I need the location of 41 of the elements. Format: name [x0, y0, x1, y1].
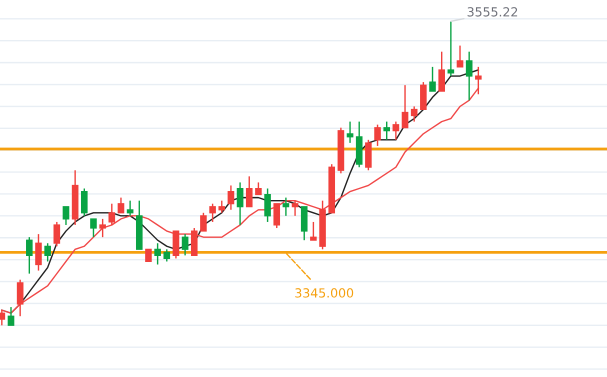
candlestick — [145, 248, 152, 262]
candlestick — [466, 50, 472, 102]
candlestick — [54, 221, 60, 247]
candlestick — [218, 200, 226, 214]
candlestick — [273, 203, 280, 229]
candlestick — [246, 176, 253, 208]
candlestick — [292, 200, 298, 217]
candlestick — [402, 84, 408, 128]
candlestick — [410, 106, 418, 122]
candlestick — [35, 233, 42, 272]
candlestick — [44, 242, 51, 262]
candlestick — [456, 44, 464, 68]
candlestick — [163, 248, 170, 262]
candlestick — [255, 182, 262, 196]
candlestick — [228, 184, 234, 210]
candlestick — [26, 236, 33, 274]
candlestick — [438, 50, 445, 92]
candlestick — [429, 66, 436, 92]
candlestick — [374, 124, 381, 147]
candlestick — [209, 203, 216, 223]
candlestick — [200, 212, 207, 232]
candlestick — [310, 221, 317, 241]
candlestick — [448, 20, 454, 77]
candlestick — [154, 242, 161, 266]
candlestick — [236, 182, 244, 226]
candlestick — [81, 188, 88, 217]
candlestick — [282, 196, 290, 217]
candlestick — [108, 203, 116, 226]
candlestick — [99, 218, 106, 238]
candlestick — [8, 306, 14, 326]
candlestick — [383, 120, 390, 141]
candlestick — [182, 233, 188, 256]
annotation: 3345.000 — [295, 288, 354, 298]
candlestick — [62, 206, 70, 226]
candlestick — [118, 196, 124, 214]
candlestick — [264, 188, 271, 223]
candlestick — [90, 218, 97, 238]
text: 3555.22 — [468, 7, 518, 17]
candlestick — [126, 200, 134, 217]
candlestick — [392, 120, 400, 141]
candlestick — [346, 120, 354, 144]
